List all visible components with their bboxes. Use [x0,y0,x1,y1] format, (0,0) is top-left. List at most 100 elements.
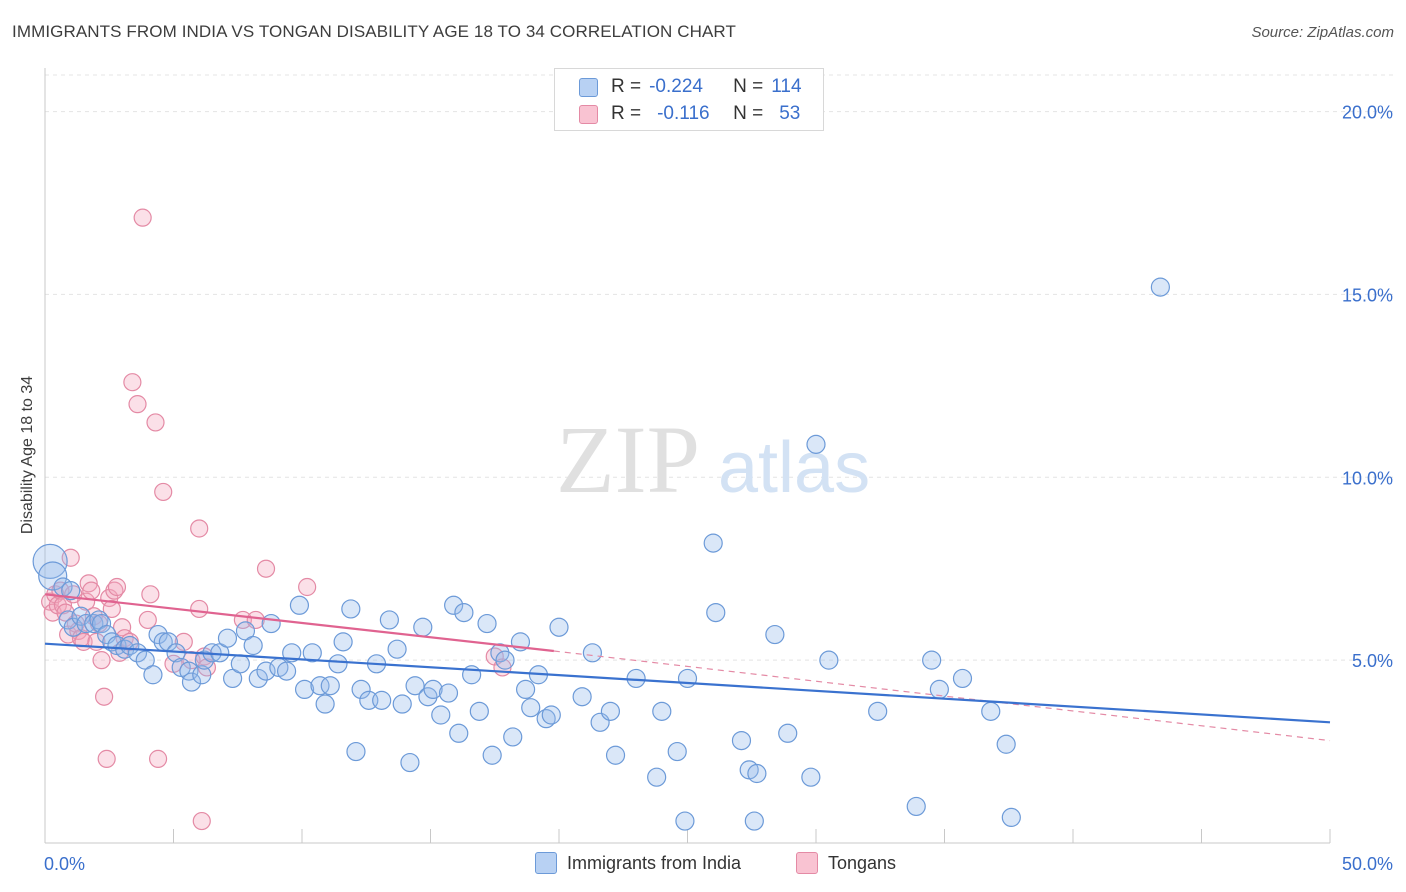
india-point [289,595,310,615]
india-point [438,683,459,703]
chart-title: IMMIGRANTS FROM INDIA VS TONGAN DISABILI… [12,22,736,41]
india-point [192,665,212,685]
india-point [143,665,163,685]
india-point [675,811,695,831]
tongan-point [61,548,80,567]
india-point [952,668,973,689]
india-point [667,741,687,762]
tongan-trend-extension [553,650,1331,742]
tongan-point [133,208,152,227]
tongan-point [174,632,193,651]
india-point [706,602,726,623]
source-label: Source: ZipAtlas.com [1251,24,1394,41]
legend-row-india: R = -0.224 N = 114 [579,74,802,100]
bottom-legend-tongan: Tongans [796,852,896,874]
india-point [276,661,297,681]
india-point [38,561,68,591]
tongan-point [102,599,121,619]
india-point [449,723,469,743]
legend-n-value: 53 [779,103,801,124]
legend-n-value: 114 [771,76,802,97]
tongan-point [141,585,160,604]
india-point [572,687,592,707]
legend-swatch-tongan [579,104,598,124]
india-point [549,617,569,637]
legend: R = -0.224 N = 114 R = -0.116 N = 53 [554,68,824,131]
india-point [765,624,785,645]
tongan-point [95,687,114,706]
india-point [392,694,412,714]
india-point [482,745,502,765]
india-point [91,613,112,634]
tongan-point [79,574,98,593]
india-point [32,543,68,580]
india-point [351,679,371,700]
india-point [310,676,330,696]
india-point [315,694,335,714]
india-point [731,730,752,751]
y-tick-label: 10.0% [1342,468,1393,488]
tongan-point [138,610,157,630]
india-point [230,654,250,674]
tongan-point [146,413,165,432]
bottom-legend-swatch-india [535,852,557,874]
legend-n-label: N = [733,76,764,97]
india-point [469,701,489,721]
india-point [333,632,353,652]
india-point [63,617,83,637]
india-point [605,745,626,765]
tick-labels: 5.0% 10.0% 15.0% 20.0% 0.0% 50.0% [44,103,1393,874]
legend-swatch-india [579,77,598,97]
legend-r-value: -0.224 [649,76,703,97]
x-tick-label: 50.0% [1342,854,1393,874]
y-tick-label: 20.0% [1342,103,1393,123]
india-point [515,679,536,700]
india-point [454,602,474,623]
india-point [747,763,767,784]
india-point [477,613,497,634]
india-point [379,610,399,630]
india-point [194,650,214,670]
india-point [503,727,523,747]
india-point [261,613,281,634]
india-point [806,434,826,454]
india-point [282,643,302,663]
india-point [76,613,96,634]
bottom-legend-label-tongan: Tongans [828,852,897,873]
india-point [922,650,942,670]
india-point [423,679,443,700]
bottom-legend-india: Immigrants from India [535,852,741,874]
x-tick-label: 0.0% [44,854,85,874]
india-point [582,643,603,663]
legend-r-value: -0.116 [657,103,710,124]
tongan-point [256,559,276,578]
legend-row-tongan: R = -0.116 N = 53 [579,101,800,127]
india-point [1150,277,1170,297]
india-point [703,533,723,553]
india-point [652,701,672,721]
india-point [181,672,202,692]
india-point [217,628,238,648]
india-point [541,705,561,725]
india-point [801,767,821,787]
india-point [600,701,621,721]
tongan-point [154,482,173,502]
india-point [405,676,425,696]
tongan-point [148,749,168,768]
y-tick-label: 15.0% [1342,285,1393,305]
bottom-legend-label-india: Immigrants from India [567,852,742,873]
india-point [495,650,515,670]
y-tick-label: 5.0% [1352,651,1393,671]
india-point [521,698,541,718]
india-point [387,639,407,659]
india-point [413,617,433,637]
india-point [819,650,839,670]
india-point [243,635,263,656]
india-point [744,811,764,831]
india-point [248,668,268,689]
tongan-point [298,577,317,597]
india-point [84,613,104,634]
india-point [400,752,420,773]
tongan-point [123,373,142,392]
